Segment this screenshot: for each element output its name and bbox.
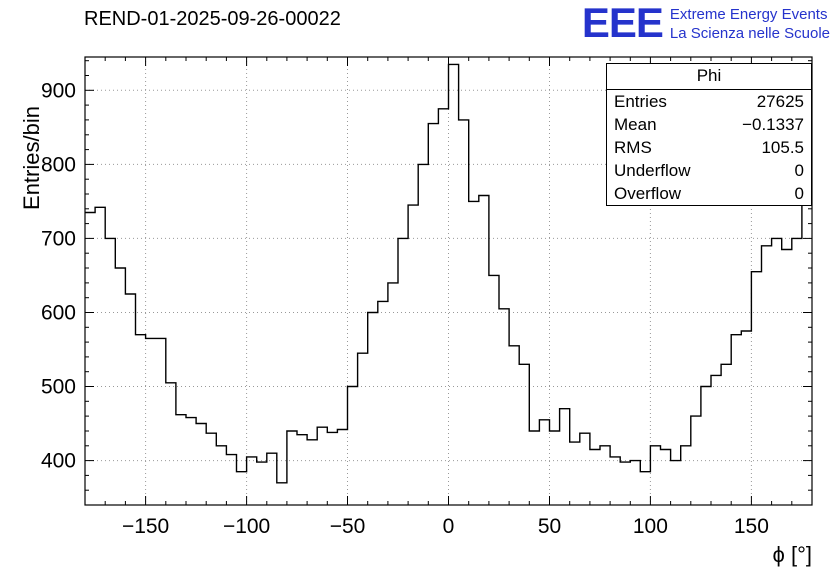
stats-value: −0.1337 [742, 114, 804, 134]
svg-text:400: 400 [41, 450, 76, 473]
eee-logo-text: EEE [581, 0, 664, 46]
eee-logo-subtitle: Extreme Energy Events La Scienza nelle S… [670, 3, 830, 44]
svg-text:−100: −100 [223, 515, 270, 538]
plot-title: REND-01-2025-09-26-00022 [84, 8, 341, 30]
stats-value: 0 [794, 183, 804, 203]
svg-text:600: 600 [41, 302, 76, 325]
stats-row-mean: Mean −0.1337 [607, 113, 811, 136]
stats-label: Entries [614, 91, 667, 111]
x-axis-title: ϕ [°] [772, 542, 812, 567]
svg-text:800: 800 [41, 153, 76, 176]
eee-logo-line1: Extreme Energy Events [669, 6, 828, 23]
svg-text:500: 500 [41, 376, 76, 399]
stats-value: 27625 [756, 91, 804, 111]
svg-text:−150: −150 [122, 515, 169, 538]
stats-row-rms: RMS 105.5 [607, 136, 811, 159]
stats-label: RMS [614, 137, 652, 157]
svg-text:150: 150 [734, 515, 769, 538]
stats-title: Phi [607, 64, 811, 90]
stats-label: Overflow [614, 183, 682, 203]
svg-text:0: 0 [443, 515, 455, 538]
svg-text:50: 50 [538, 515, 561, 538]
svg-text:700: 700 [41, 227, 76, 250]
eee-logo-line2: La Scienza nelle Scuole [669, 24, 830, 42]
eee-logo: EEE Extreme Energy Events La Scienza nel… [581, 0, 830, 46]
svg-text:−50: −50 [330, 515, 366, 538]
stats-row-overflow: Overflow 0 [607, 182, 811, 205]
stats-row-entries: Entries 27625 [607, 90, 811, 113]
stats-row-underflow: Underflow 0 [607, 159, 811, 182]
stats-box: Phi Entries 27625 Mean −0.1337 RMS 105.5… [606, 63, 812, 206]
stats-label: Mean [614, 114, 657, 134]
stats-value: 105.5 [761, 137, 804, 157]
stats-value: 0 [794, 160, 804, 180]
svg-text:900: 900 [41, 79, 76, 102]
stats-label: Underflow [614, 160, 691, 180]
y-axis-title: Entries/bin [19, 106, 44, 210]
svg-text:100: 100 [633, 515, 668, 538]
